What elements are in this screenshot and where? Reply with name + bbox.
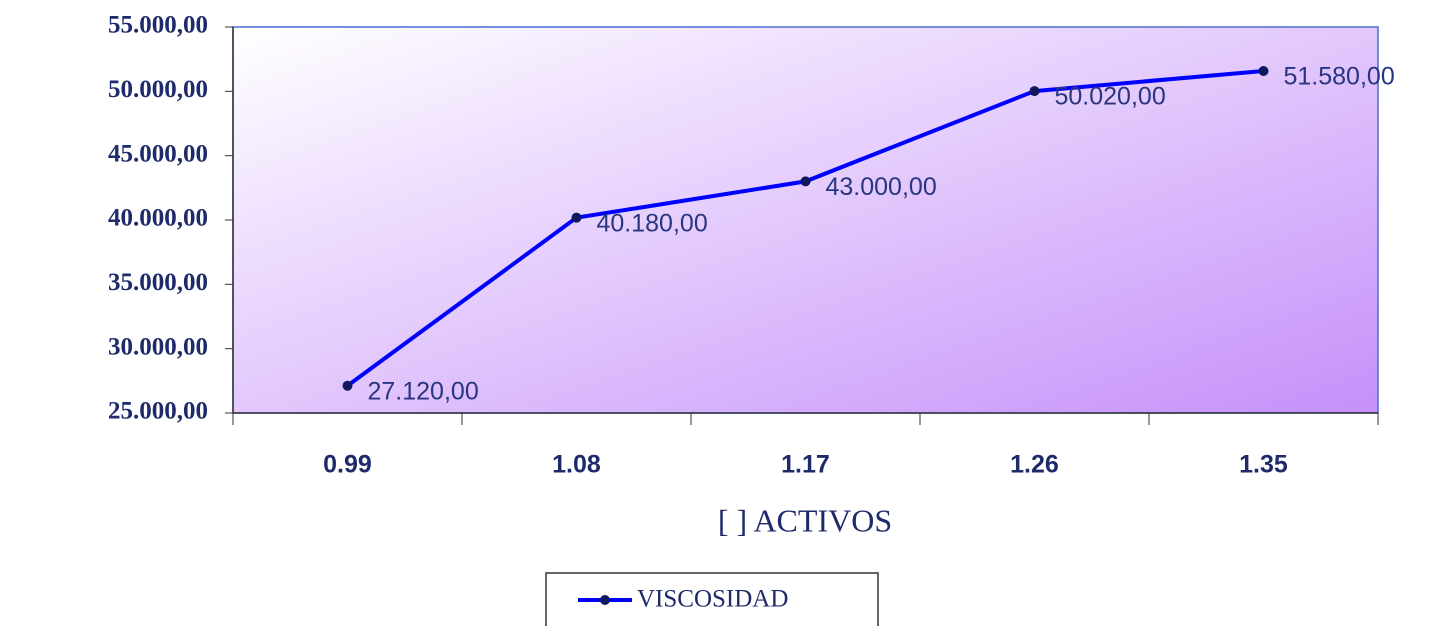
y-tick-label: 55.000,00 — [108, 12, 208, 39]
marker — [1029, 86, 1040, 97]
x-tick-label: 1.35 — [1239, 451, 1288, 479]
x-axis-title: [ ] ACTIVOS — [718, 502, 892, 538]
y-tick-label: 35.000,00 — [108, 269, 208, 296]
marker — [342, 380, 353, 391]
x-tick-label: 1.26 — [1010, 451, 1059, 479]
data-label: 51.580,00 — [1284, 63, 1395, 91]
x-tick-label: 1.17 — [781, 451, 830, 479]
y-tick-label: 45.000,00 — [108, 140, 208, 167]
marker — [1258, 66, 1269, 77]
x-tick-label: 1.08 — [552, 451, 601, 479]
marker — [571, 212, 582, 223]
plot-area — [232, 26, 1379, 414]
marker — [800, 176, 811, 187]
data-label: 40.180,00 — [597, 209, 708, 237]
data-label: 27.120,00 — [368, 377, 479, 405]
y-tick-label: 50.000,00 — [108, 76, 208, 103]
y-tick-label: 25.000,00 — [108, 398, 208, 425]
legend-label: VISCOSIDAD — [637, 586, 788, 613]
y-tick-label: 30.000,00 — [108, 333, 208, 360]
y-tick-label: 40.000,00 — [108, 205, 208, 232]
x-tick-label: 0.99 — [323, 451, 372, 479]
legend-marker — [600, 595, 610, 605]
data-label: 50.020,00 — [1055, 83, 1166, 111]
data-label: 43.000,00 — [826, 173, 937, 201]
